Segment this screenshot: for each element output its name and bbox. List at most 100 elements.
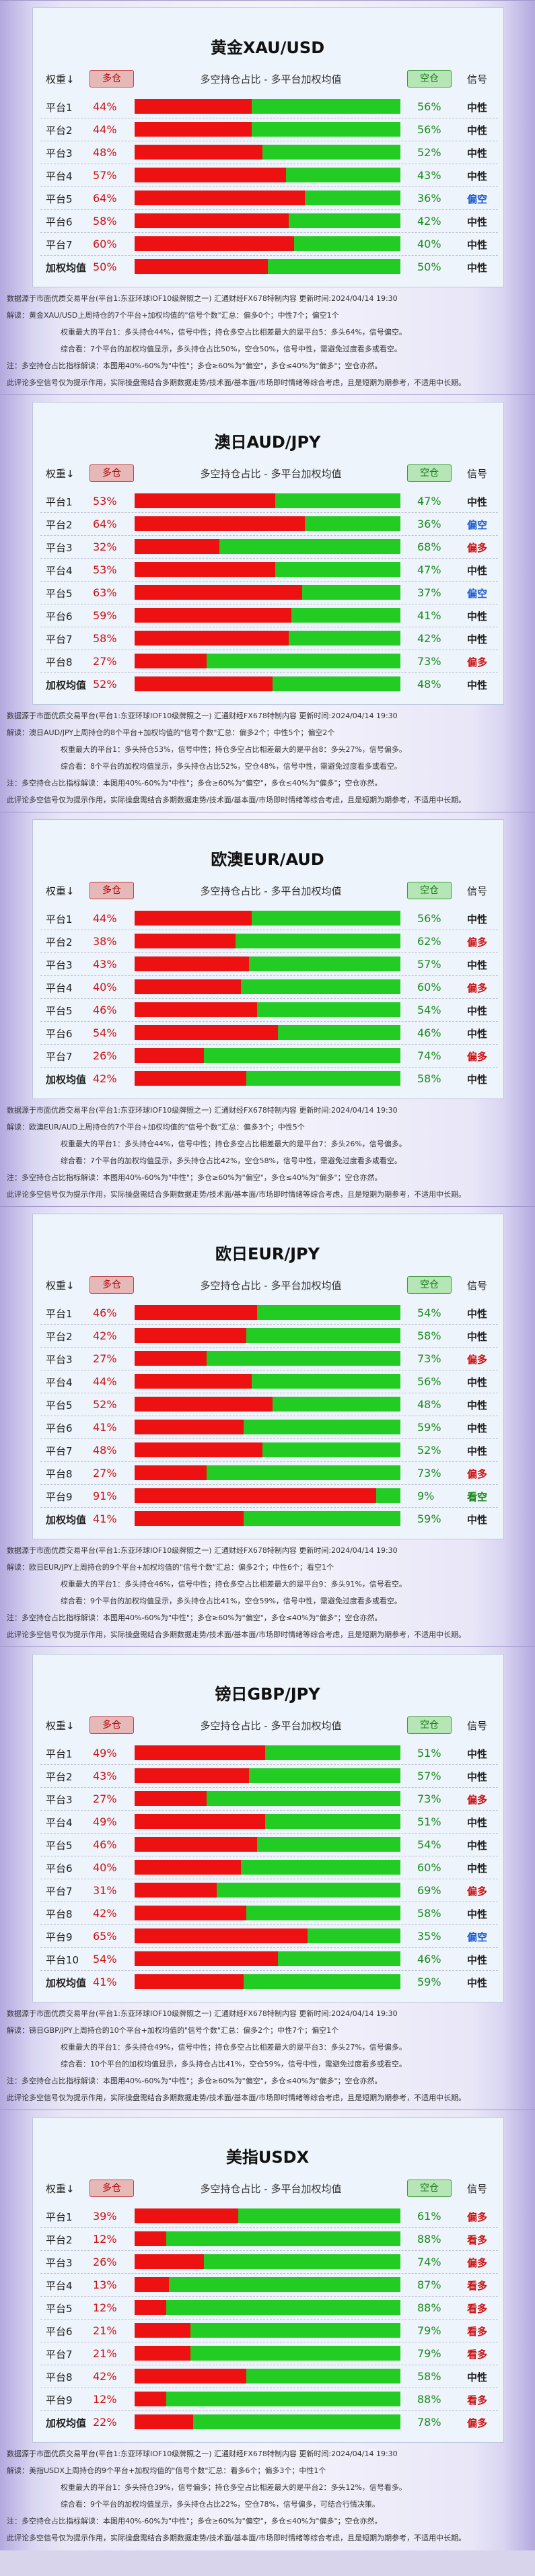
weighted-average-row: 加权均值 52% 48% 中性 — [40, 672, 498, 695]
ratio-bar — [135, 585, 400, 600]
ratio-bar — [135, 2392, 400, 2406]
long-percent: 27% — [93, 1352, 117, 1365]
long-percent: 13% — [93, 2278, 117, 2291]
analysis-line: 权重最大的平台1：多头持仓44%，信号中性；持仓多空占比相差最大的是平台7：多头… — [61, 1140, 406, 1148]
long-percent: 50% — [93, 260, 117, 273]
long-percent: 44% — [93, 100, 117, 113]
weight-sort-header[interactable]: 权重↓ — [46, 73, 75, 85]
long-percent: 26% — [93, 2256, 117, 2268]
short-percent: 59% — [417, 1976, 441, 1988]
analysis-line: 注：多空持仓占比指标解读：本图用40%-60%为"中性"；多仓≥60%为"偏空"… — [7, 1613, 382, 1622]
signal-label: 偏多 — [467, 542, 488, 554]
long-percent: 52% — [93, 678, 117, 691]
long-fill — [135, 1025, 279, 1040]
weight-sort-header[interactable]: 权重↓ — [46, 468, 75, 480]
row-divider — [40, 975, 498, 976]
platform-label: 加权均值 — [46, 2417, 87, 2429]
ratio-caption: 多空持仓占比 - 多平台加权均值 — [200, 885, 342, 897]
signal-label: 中性 — [467, 1331, 488, 1343]
short-percent: 59% — [417, 1421, 441, 1434]
long-fill — [135, 1351, 207, 1366]
platform-label: 平台3 — [46, 1354, 73, 1366]
platform-row: 平台4 53% 47% 中性 — [40, 558, 498, 581]
long-fill — [135, 2300, 167, 2315]
short-badge: 空仓 — [407, 464, 452, 482]
ratio-bar — [135, 911, 400, 926]
platform-row: 平台5 12% 88% 看多 — [40, 2296, 498, 2319]
ratio-caption: 多空持仓占比 - 多平台加权均值 — [200, 468, 342, 480]
short-percent: 54% — [417, 1838, 441, 1851]
weight-sort-header[interactable]: 权重↓ — [46, 1720, 75, 1732]
signal-label: 中性 — [467, 1863, 488, 1875]
panel-title: 美指USDX — [225, 2148, 310, 2167]
short-percent: 56% — [417, 1375, 441, 1388]
row-divider — [40, 535, 498, 536]
long-fill — [135, 1768, 249, 1783]
platform-row: 平台4 40% 60% 偏多 — [40, 975, 498, 998]
long-fill — [135, 2392, 167, 2406]
signal-label: 中性 — [467, 1422, 488, 1434]
analysis-line: 此评论多空信号仅为提示作用，实际操盘需结合多期数据走势/技术面/基本面/市场即时… — [7, 378, 466, 387]
short-percent: 79% — [417, 2347, 441, 2360]
platform-row: 平台5 46% 54% 中性 — [40, 1833, 498, 1856]
analysis-line: 此评论多空信号仅为提示作用，实际操盘需结合多期数据走势/技术面/基本面/市场即时… — [7, 2093, 466, 2102]
currency-panel: 黄金XAU/USD 权重↓ 多仓 多空持仓占比 - 多平台加权均值 空仓 信号 平台1 44%… — [0, 0, 535, 395]
long-percent: 12% — [93, 2393, 117, 2406]
panel-title: 欧日EUR/JPY — [215, 1245, 320, 1263]
table-header: 权重↓ 多仓 多空持仓占比 - 多平台加权均值 空仓 信号 — [0, 462, 535, 483]
ratio-bar — [135, 1025, 400, 1040]
long-percent: 41% — [93, 1512, 117, 1525]
short-percent: 79% — [417, 2324, 441, 2337]
platform-row: 平台1 44% 56% 中性 — [40, 95, 498, 118]
long-percent: 49% — [93, 1747, 117, 1760]
analysis-line: 解读：欧澳EUR/AUD上周持仓的7个平台+加权均值的"信号个数"汇总：偏多3个… — [7, 1123, 305, 1132]
ratio-bar — [135, 2369, 400, 2383]
long-percent: 44% — [93, 123, 117, 136]
row-divider — [40, 2319, 498, 2320]
signal-label: 偏多 — [467, 936, 488, 948]
platform-label: 平台8 — [46, 2371, 73, 2383]
long-fill — [135, 956, 249, 971]
analysis-line: 权重最大的平台1：多头持仓39%，信号偏多；持仓多空占比相差最大的是平台2：多头… — [61, 2483, 406, 2492]
weight-sort-header[interactable]: 权重↓ — [46, 2183, 75, 2195]
signal-label: 偏多 — [467, 1051, 488, 1063]
short-percent: 88% — [417, 2393, 441, 2406]
ratio-caption: 多空持仓占比 - 多平台加权均值 — [200, 2183, 342, 2195]
platform-row: 平台4 44% 56% 中性 — [40, 1370, 498, 1393]
weight-sort-header[interactable]: 权重↓ — [46, 885, 75, 897]
table-header: 权重↓ 多仓 多空持仓占比 - 多平台加权均值 空仓 信号 — [0, 1274, 535, 1294]
long-percent: 53% — [93, 495, 117, 508]
platform-label: 平台8 — [46, 1908, 73, 1920]
row-divider — [40, 581, 498, 582]
signal-label: 偏空 — [467, 1931, 488, 1943]
long-fill — [135, 2208, 239, 2223]
long-fill — [135, 539, 220, 554]
row-divider — [40, 186, 498, 187]
signal-label: 偏多 — [467, 656, 488, 668]
signal-label: 中性 — [467, 633, 488, 646]
long-fill — [135, 1465, 207, 1480]
platform-row: 平台10 54% 46% 中性 — [40, 1947, 498, 1970]
ratio-bar — [135, 145, 400, 160]
weight-sort-header[interactable]: 权重↓ — [46, 1280, 75, 1292]
signal-label: 中性 — [467, 1005, 488, 1017]
platform-row: 平台4 57% 43% 中性 — [40, 164, 498, 186]
short-percent: 47% — [417, 495, 441, 508]
long-fill — [135, 2369, 246, 2383]
short-percent: 46% — [417, 1026, 441, 1039]
signal-label: 偏多 — [467, 2211, 488, 2223]
analysis-line: 解读：欧日EUR/JPY上周持仓的9个平台+加权均值的"信号个数"汇总：偏多2个… — [7, 1563, 334, 1572]
signal-label: 偏空 — [467, 588, 488, 600]
long-fill — [135, 168, 287, 182]
long-fill — [135, 676, 273, 691]
ratio-bar — [135, 2277, 400, 2292]
analysis-line: 综合看：7个平台的加权均值显示，多头持仓占比50%，空仓50%，信号中性，需避免… — [61, 345, 402, 353]
signal-label: 偏多 — [467, 2257, 488, 2269]
long-badge: 多仓 — [90, 2180, 134, 2197]
ratio-bar — [135, 1928, 400, 1943]
signal-label: 中性 — [467, 239, 488, 251]
ratio-bar — [135, 631, 400, 646]
platform-row: 平台6 58% 42% 中性 — [40, 209, 498, 232]
row-divider — [40, 1924, 498, 1925]
platform-label: 平台9 — [46, 1491, 73, 1503]
